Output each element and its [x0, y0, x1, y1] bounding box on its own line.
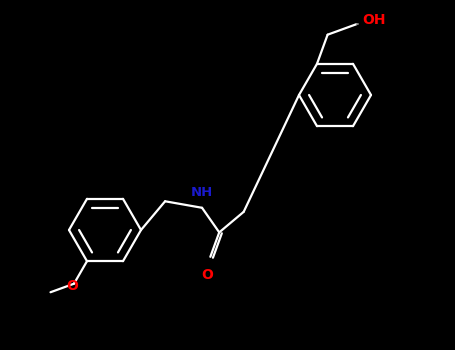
Text: O: O	[66, 279, 78, 293]
Text: NH: NH	[191, 186, 213, 199]
Text: O: O	[202, 268, 213, 282]
Text: OH: OH	[363, 13, 386, 27]
